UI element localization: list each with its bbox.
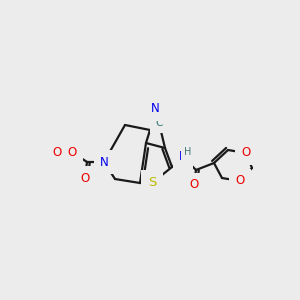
Text: O: O	[68, 146, 76, 158]
Text: O: O	[80, 172, 90, 184]
Text: N: N	[100, 155, 108, 169]
Text: O: O	[236, 175, 244, 188]
Text: C: C	[155, 118, 163, 128]
Text: N: N	[151, 103, 159, 116]
Text: O: O	[242, 146, 250, 160]
Text: S: S	[148, 176, 156, 190]
Text: N: N	[178, 151, 188, 164]
Text: O: O	[52, 146, 62, 158]
Text: O: O	[189, 178, 199, 191]
Text: H: H	[184, 147, 192, 157]
